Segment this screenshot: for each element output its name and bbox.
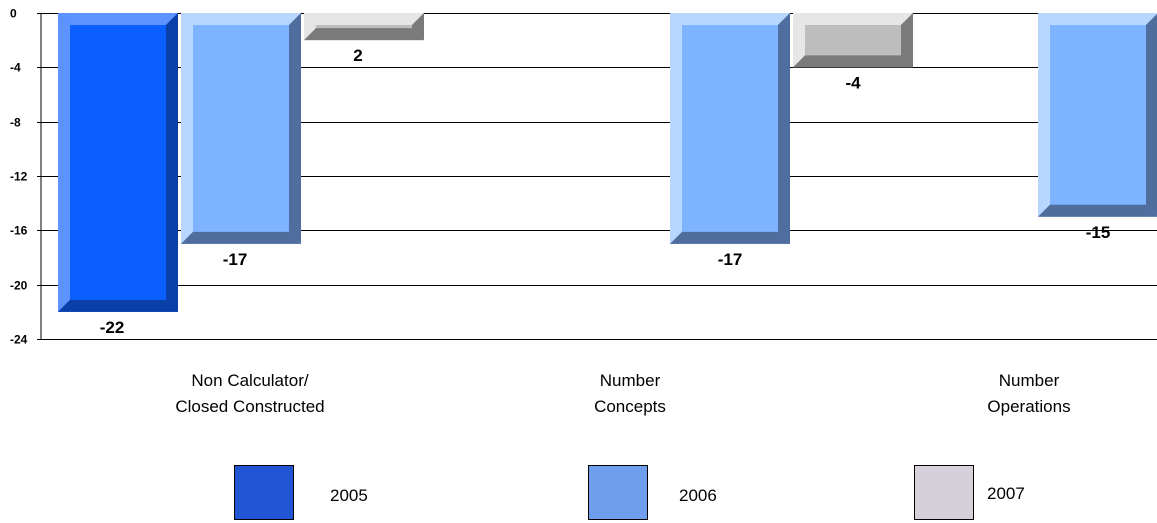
category-label-line: Closed Constructed bbox=[175, 397, 325, 416]
bar-bevel-bottom bbox=[304, 28, 424, 41]
category-label: Number Operations bbox=[929, 368, 1129, 420]
bar-bevel-bottom bbox=[1038, 204, 1157, 217]
bar-bevel-top bbox=[58, 13, 178, 25]
bar-bevel-bottom bbox=[58, 299, 178, 312]
y-tick-label: -16 bbox=[10, 224, 28, 238]
category-label: Number Concepts bbox=[530, 368, 730, 420]
bar-bevel-right bbox=[289, 13, 301, 244]
y-tick-label: -4 bbox=[10, 61, 21, 75]
bar-bevel-left bbox=[1038, 13, 1050, 217]
data-label: -4 bbox=[845, 73, 861, 92]
category-label-line: Operations bbox=[987, 397, 1071, 416]
y-tick-label: 0 bbox=[10, 7, 17, 21]
bar-bevel-left bbox=[58, 13, 70, 312]
bars bbox=[58, 13, 1157, 312]
legend-label-2006: 2006 bbox=[679, 486, 717, 505]
bar-bevel-top bbox=[1038, 13, 1157, 25]
bar-bevel-top bbox=[304, 13, 424, 25]
bar-chart: 0 -4 -8 -12 -16 -20 -24 -22 -17 -17 -15 2 -4 -8 bbox=[10, 7, 1157, 347]
data-label: -15 bbox=[1086, 223, 1111, 242]
y-tick-label: -8 bbox=[10, 116, 21, 130]
bar-2006 bbox=[670, 13, 790, 244]
bar-bevel-right bbox=[778, 13, 790, 244]
data-label: -22 bbox=[100, 318, 125, 337]
bar-bevel-right bbox=[412, 13, 424, 41]
bar-bevel-top bbox=[793, 13, 913, 25]
bar-bevel-right bbox=[166, 13, 178, 312]
data-label: -17 bbox=[718, 250, 743, 269]
bar-2006 bbox=[1038, 13, 1157, 217]
category-label-line: Concepts bbox=[594, 397, 666, 416]
bar-face bbox=[670, 13, 790, 244]
bar-face bbox=[1038, 13, 1157, 217]
bar-2006 bbox=[181, 13, 301, 244]
bar-bevel-right bbox=[1146, 14, 1157, 216]
category-label-line: Number bbox=[599, 371, 661, 390]
category-label: Non Calculator/ Closed Constructed bbox=[120, 368, 380, 420]
legend-swatch-2005 bbox=[234, 465, 294, 520]
bar-bevel-right bbox=[901, 13, 913, 68]
bar-bevel-left bbox=[670, 13, 682, 244]
y-axis-ticks: 0 -4 -8 -12 -16 -20 -24 bbox=[10, 7, 28, 347]
bar-bevel-left bbox=[793, 13, 805, 68]
category-label-line: Non Calculator/ bbox=[191, 371, 309, 390]
bar-bevel-bottom bbox=[670, 231, 790, 244]
bar-bevel-top bbox=[670, 13, 790, 25]
data-labels: -22-17-17-152-4-8 bbox=[100, 46, 1111, 337]
data-label: -17 bbox=[223, 250, 248, 269]
bar-bevel-left bbox=[181, 13, 193, 244]
legend-label-2005: 2005 bbox=[330, 486, 368, 505]
data-label: 2 bbox=[353, 46, 362, 65]
bar-face bbox=[58, 13, 178, 312]
bar-bevel-bottom bbox=[181, 231, 301, 244]
bar-bevel-left bbox=[304, 13, 316, 41]
bar-bevel-bottom bbox=[793, 55, 913, 68]
bar-2007 bbox=[793, 13, 913, 68]
bar-2005 bbox=[58, 13, 178, 312]
y-tick-label: -12 bbox=[10, 170, 28, 184]
category-label-line: Number bbox=[998, 371, 1060, 390]
legend-swatch-2007 bbox=[914, 465, 974, 520]
y-tick-label: -24 bbox=[10, 333, 28, 347]
legend-swatch-2006 bbox=[588, 465, 648, 520]
bar-bevel-top bbox=[181, 13, 301, 25]
bar-2007 bbox=[304, 13, 424, 41]
legend-label-2007: 2007 bbox=[987, 484, 1025, 503]
bar-face bbox=[181, 13, 301, 244]
y-tick-label: -20 bbox=[10, 279, 28, 293]
